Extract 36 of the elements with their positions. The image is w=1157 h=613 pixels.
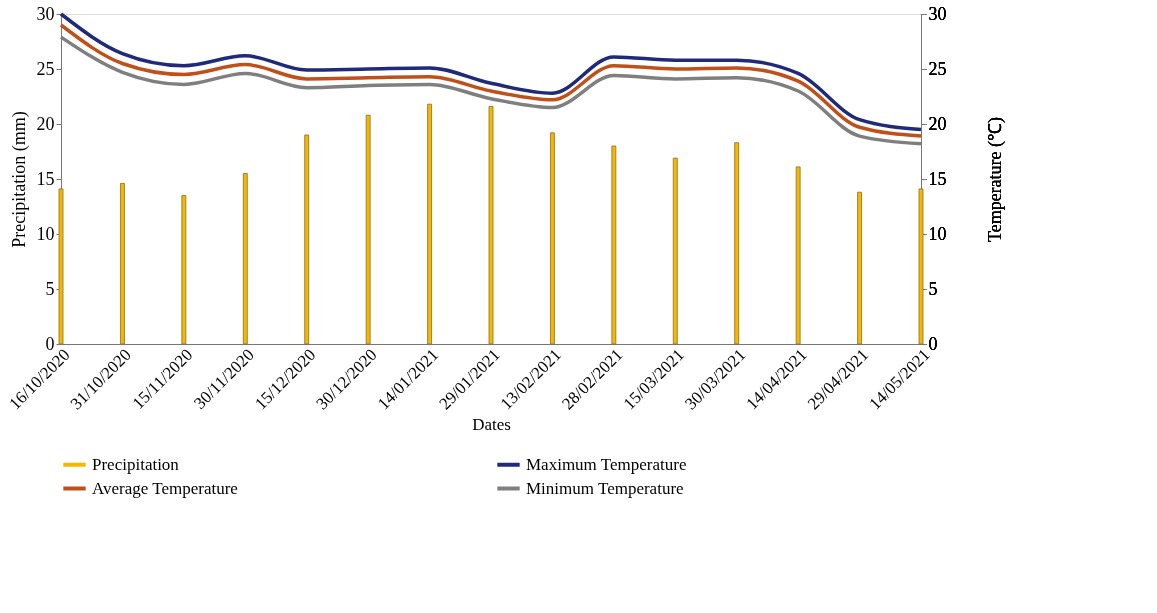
y-tick-label: 5	[45, 278, 55, 299]
bar	[857, 191, 862, 345]
legend-label: Maximum Temperature	[526, 454, 687, 474]
y-tick-label: 0	[45, 333, 55, 354]
y2-axis-title: Temperature (℃)	[984, 116, 1006, 243]
y-tick-label: 20	[36, 113, 55, 134]
y2-tick-label: 0	[928, 333, 938, 354]
legend-label: Average Temperature	[92, 478, 238, 498]
bar	[58, 188, 64, 345]
y-axis-title: Precipitation (mm)	[8, 111, 30, 248]
bar	[427, 103, 432, 345]
bar	[734, 142, 740, 345]
y2-tick-label: 30	[928, 3, 947, 24]
y-tick-label: 25	[36, 58, 55, 79]
y-tick-label: 15	[36, 168, 55, 189]
bar	[365, 114, 371, 345]
legend-label: Minimum Temperature	[526, 478, 684, 498]
bar	[242, 173, 248, 345]
x-axis-title: Dates	[472, 414, 511, 434]
bar	[672, 157, 678, 345]
y2-tick-label: 25	[928, 58, 947, 79]
y2-tick-label: 5	[928, 278, 938, 299]
y2-tick-label: 10	[928, 223, 947, 244]
y2-tick-label: 15	[928, 168, 947, 189]
bar	[304, 134, 310, 345]
bar	[550, 132, 555, 345]
legend-label: Precipitation	[92, 454, 180, 474]
bar	[918, 188, 924, 345]
y-tick-label: 10	[36, 223, 55, 244]
y2-tick-label: 20	[928, 113, 947, 134]
bar	[795, 166, 801, 345]
y-tick-label: 30	[36, 3, 55, 24]
bar	[181, 195, 187, 345]
bar	[120, 183, 125, 345]
bar	[488, 106, 494, 345]
bar	[611, 145, 617, 345]
